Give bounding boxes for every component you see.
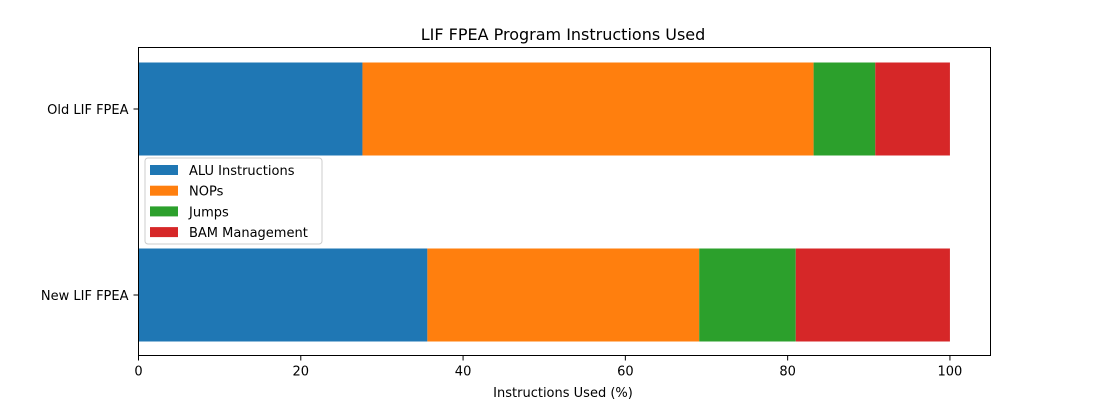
legend-box: [144, 157, 323, 245]
x-tick-label: 60: [617, 365, 634, 380]
legend-label: BAM Management: [189, 226, 308, 241]
y-axis: Old LIF FPEA New LIF FPEA: [41, 103, 139, 304]
legend-label: Jumps: [188, 205, 229, 220]
bar-new-bam-management: [795, 248, 950, 342]
legend-label: ALU Instructions: [189, 164, 295, 179]
bar-old-bam-management: [875, 62, 950, 156]
bar-old-nops: [362, 62, 814, 156]
bar-old-jumps: [813, 62, 876, 156]
bar-new-alu-instructions: [138, 248, 428, 342]
bars-group: [138, 62, 950, 342]
legend-swatch: [150, 227, 178, 238]
legend: ALU Instructions NOPs Jumps BAM Management: [144, 157, 323, 245]
x-tick-label: 0: [134, 365, 142, 380]
legend-swatch: [150, 165, 178, 175]
plot-frame: [138, 47, 991, 356]
legend-swatch: [150, 206, 178, 217]
x-tick-label: 20: [293, 365, 310, 380]
chart-title: LIF FPEA Program Instructions Used: [421, 25, 706, 44]
bar-old-alu-instructions: [138, 62, 363, 156]
y-tick-label: Old LIF FPEA: [47, 103, 128, 118]
x-axis: 0 20 40 60 80 100: [134, 355, 963, 380]
legend-swatch: [150, 185, 178, 196]
x-axis-label: Instructions Used (%): [493, 386, 633, 400]
y-tick-label: New LIF FPEA: [41, 289, 129, 304]
x-tick-label: 100: [938, 365, 963, 380]
bar-new-jumps: [699, 248, 796, 342]
legend-label: NOPs: [189, 185, 224, 200]
bar-new-nops: [427, 248, 700, 342]
x-tick-label: 40: [455, 365, 472, 380]
x-tick-label: 80: [779, 365, 796, 380]
